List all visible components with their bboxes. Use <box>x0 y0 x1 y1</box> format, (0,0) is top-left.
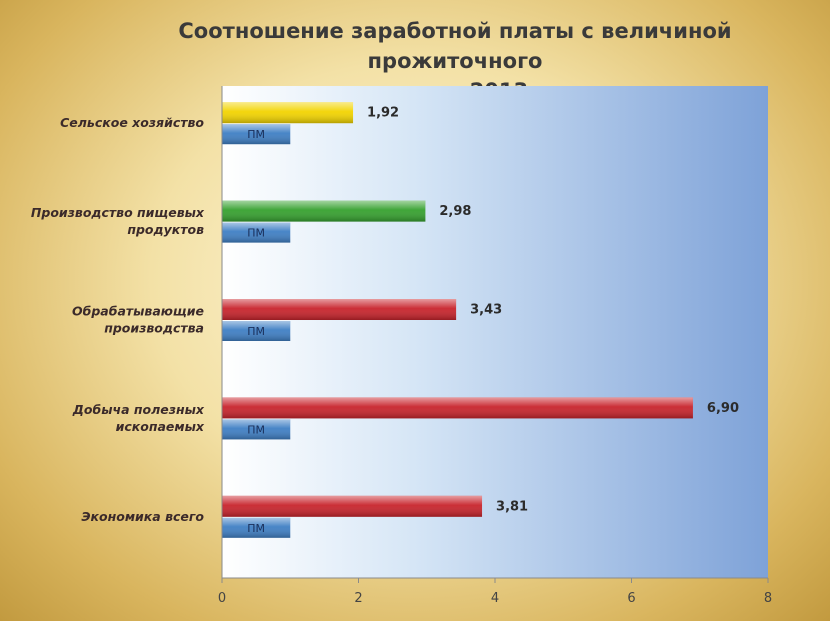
value-label: 6,90 <box>707 401 739 416</box>
x-tick-label: 6 <box>627 591 635 606</box>
pm-bar-shade <box>222 124 291 145</box>
bar-shade <box>222 495 483 517</box>
category-label: продуктов <box>127 222 204 237</box>
category-label: Добыча полезных <box>72 402 205 417</box>
category-label: Сельское хозяйство <box>60 115 204 130</box>
x-tick-label: 2 <box>354 591 362 606</box>
bar-shade <box>222 397 693 419</box>
category-label: Экономика всего <box>81 509 204 524</box>
category-label: Обрабатывающие <box>72 304 204 319</box>
pm-bar-shade <box>222 222 291 243</box>
value-label: 3,81 <box>496 499 528 514</box>
bar-shade <box>222 299 457 320</box>
bar-shade <box>222 102 354 124</box>
x-tick-label: 8 <box>764 591 772 606</box>
x-tick-label: 4 <box>491 591 499 606</box>
category-label: производства <box>104 321 204 336</box>
pm-bar-label: ПМ <box>247 128 265 141</box>
value-label: 2,98 <box>439 204 471 219</box>
pm-bar-shade <box>222 419 291 440</box>
category-label: Производство пищевых <box>31 205 205 220</box>
pm-bar-shade <box>222 517 291 538</box>
x-tick-label: 0 <box>218 591 226 606</box>
value-label: 1,92 <box>367 106 399 121</box>
chart-title-line: Соотношение заработной платы с величиной… <box>178 19 732 73</box>
bar-shade <box>222 200 426 222</box>
value-label: 3,43 <box>470 303 502 318</box>
pm-bar-label: ПМ <box>247 522 265 535</box>
pm-bar-label: ПМ <box>247 227 265 240</box>
pm-bar-label: ПМ <box>247 325 265 338</box>
pm-bar-shade <box>222 321 291 341</box>
category-label: ископаемых <box>116 419 205 434</box>
pm-bar-label: ПМ <box>247 423 265 436</box>
